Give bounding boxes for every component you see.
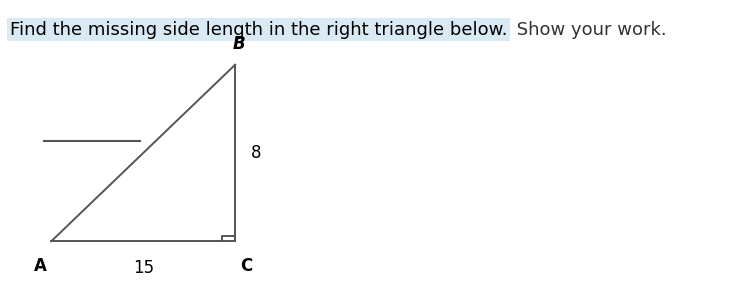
Text: C: C bbox=[240, 257, 252, 275]
Text: 8: 8 bbox=[251, 144, 262, 162]
Text: B: B bbox=[232, 35, 245, 53]
Text: 15: 15 bbox=[133, 259, 154, 277]
Text: Show your work.: Show your work. bbox=[511, 21, 667, 39]
Text: Find the missing side length in the right triangle below.: Find the missing side length in the righ… bbox=[10, 21, 507, 39]
Text: A: A bbox=[34, 257, 47, 275]
